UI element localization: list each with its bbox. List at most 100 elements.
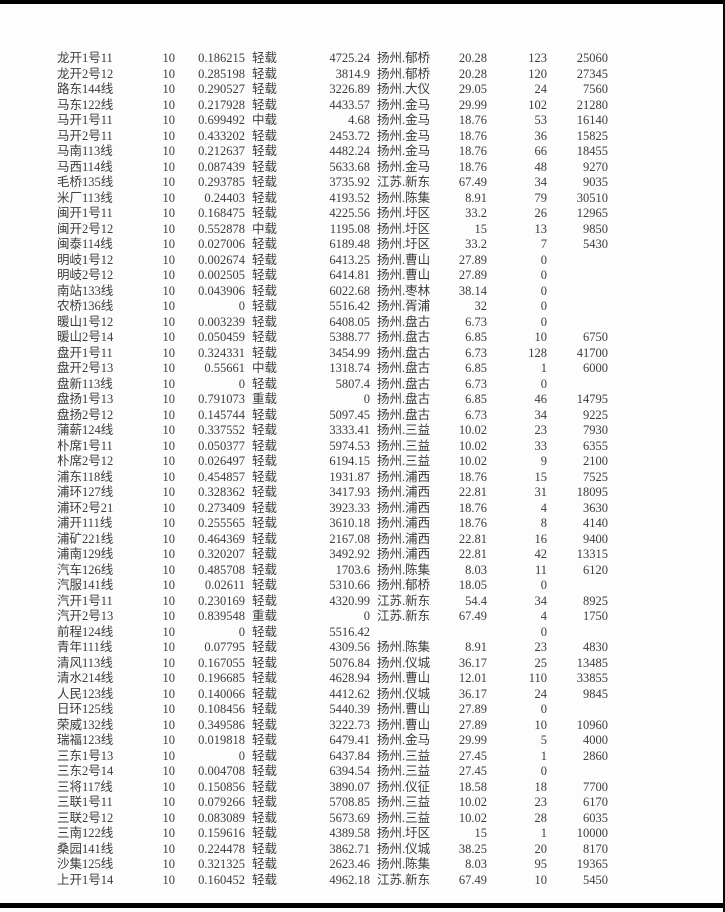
table-row: 三东2号14 10 0.004708 轻载 6394.54 扬州.三益 27.45 0 [57,764,609,780]
capacity-cell [547,284,608,300]
count-cell: 34 [534,407,548,422]
region-cell: 扬州.浦西 [377,531,431,546]
length-cell: 67.49 [458,872,487,887]
table-row: 浦环2号21 10 0.273409 轻载 3923.33 扬州.浦西 18.76 4 3630 [57,501,609,517]
length-cell: 32 [474,299,488,313]
load-ratio-cell: 0 [238,624,245,639]
region-cell: 扬州.浦西 [377,469,431,484]
value-cell: 1703.6 [335,562,370,577]
length-cell: 6.73 [465,376,487,391]
length-cell: 67.49 [458,175,487,189]
value-cell: 4309.56 [329,640,370,654]
line-name-cell: 三东2号14 [57,764,114,778]
region-cell: 扬州.盘古 [377,407,431,422]
region-cell: 扬州.三益 [377,795,431,809]
region-cell: 扬州.盘古 [377,330,431,344]
load-ratio-cell: 0.02611 [204,578,245,592]
capacity-cell: 1750 [583,609,608,623]
length-cell [450,625,487,641]
length-cell: 10.02 [458,454,487,468]
value-cell: 5516.42 [329,299,370,313]
count-cell: 25 [534,655,548,670]
value-cell: 6414.81 [329,268,370,282]
voltage-cell: 10 [162,237,176,251]
load-ratio-cell: 0.159616 [198,826,245,840]
count-cell: 20 [534,841,548,856]
line-name-cell: 农桥136线 [57,299,114,313]
load-ratio-cell: 0.290527 [198,82,245,96]
line-name-cell: 盘扬2号12 [57,407,114,422]
capacity-cell: 5450 [583,872,608,887]
capacity-cell: 6355 [583,438,608,453]
count-cell: 0 [540,624,547,639]
count-cell: 0 [540,376,547,391]
line-name-cell: 南站133线 [57,283,114,298]
voltage-cell: 10 [162,423,176,437]
value-cell: 5633.68 [329,159,370,174]
value-cell: 3610.18 [329,516,370,530]
load-level-cell: 轻载 [252,795,278,809]
table-row: 盘扬1号13 10 0.791073 重载 0 扬州.盘古 6.85 46 14795 [57,392,609,408]
capacity-cell: 13485 [576,655,608,670]
count-cell: 15 [534,469,548,484]
load-level-cell: 轻载 [252,66,278,81]
table-row: 浦开111线 10 0.255565 轻载 3610.18 扬州.浦西 18.76 8 4140 [57,516,609,532]
table-row: 沙集125线 10 0.321325 轻载 2623.46 扬州.陈集 8.03 95 1936… [57,857,609,873]
table-row: 盘开2号13 10 0.55661 中载 1318.74 扬州.盘古 6.85 1 6000 [57,361,609,377]
voltage-cell: 10 [162,469,176,484]
line-name-cell: 明岐2号12 [57,268,114,282]
region-cell: 扬州.盘古 [377,392,431,406]
capacity-cell: 18455 [576,144,608,158]
table-row: 马开1号11 10 0.699492 中载 4.68 扬州.金马 18.76 53 16140 [57,113,609,129]
region-cell: 江苏.新东 [377,872,431,887]
load-ratio-cell: 0.839548 [198,609,245,623]
line-name-cell: 盘扬1号13 [57,392,114,406]
table-row: 三将117线 10 0.150856 轻载 3890.07 扬州.仪征 18.58 18 770… [57,780,609,796]
count-cell: 11 [534,562,547,577]
region-cell: 扬州.盘古 [377,361,431,375]
region-cell: 扬州.陈集 [377,190,431,205]
load-level-cell: 轻载 [252,268,278,282]
region-cell: 扬州.曹山 [377,268,431,282]
value-cell: 4482.24 [329,144,370,158]
value-cell: 5516.42 [329,624,370,639]
table-row: 龙开1号11 10 0.186215 轻载 4725.24 扬州.郁桥 20.28 123 25… [57,51,609,67]
load-level-cell: 轻载 [252,562,278,577]
load-level-cell: 轻载 [252,624,278,639]
table-row: 浦环127线 10 0.328362 轻载 3417.93 扬州.浦西 22.81 31 180… [57,485,609,501]
voltage-cell: 10 [162,686,176,701]
region-cell: 扬州.盘古 [377,314,431,329]
capacity-cell: 9225 [583,407,608,422]
line-name-cell: 清水214线 [57,671,114,685]
value-cell: 5076.84 [329,655,370,670]
value-cell: 3454.99 [329,345,370,360]
length-cell: 18.76 [458,516,487,530]
load-level-cell: 轻载 [252,810,278,825]
table-row: 清风113线 10 0.167055 轻载 5076.84 扬州.仪城 36.17 25 134… [57,656,609,672]
value-cell: 4412.62 [329,686,370,701]
voltage-cell: 10 [162,128,176,143]
load-level-cell: 轻载 [252,764,278,778]
length-cell: 27.89 [458,702,487,716]
region-cell: 扬州.金马 [377,113,431,127]
line-name-cell: 朴席2号12 [57,454,114,468]
load-level-cell: 轻载 [252,516,278,530]
load-level-cell: 轻载 [252,175,278,189]
voltage-cell: 10 [162,748,176,763]
region-cell: 扬州.枣林 [377,283,431,298]
voltage-cell: 10 [162,438,176,453]
capacity-cell: 7525 [583,469,608,484]
voltage-cell: 10 [162,175,176,189]
table-row: 盘开1号11 10 0.324331 轻载 3454.99 扬州.盘古 6.73 128 417… [57,346,609,362]
length-cell: 10.02 [458,438,487,453]
line-name-cell: 米厂113线 [57,190,113,205]
region-cell: 扬州.三益 [377,423,431,437]
region-cell: 扬州.三益 [377,764,431,778]
count-cell: 1 [540,748,547,763]
voltage-cell: 10 [162,872,176,887]
value-cell: 6479.41 [329,733,370,747]
count-cell: 0 [540,268,547,282]
voltage-cell: 10 [162,268,176,282]
line-name-cell: 路东144线 [57,82,114,96]
voltage-cell: 10 [162,826,176,840]
